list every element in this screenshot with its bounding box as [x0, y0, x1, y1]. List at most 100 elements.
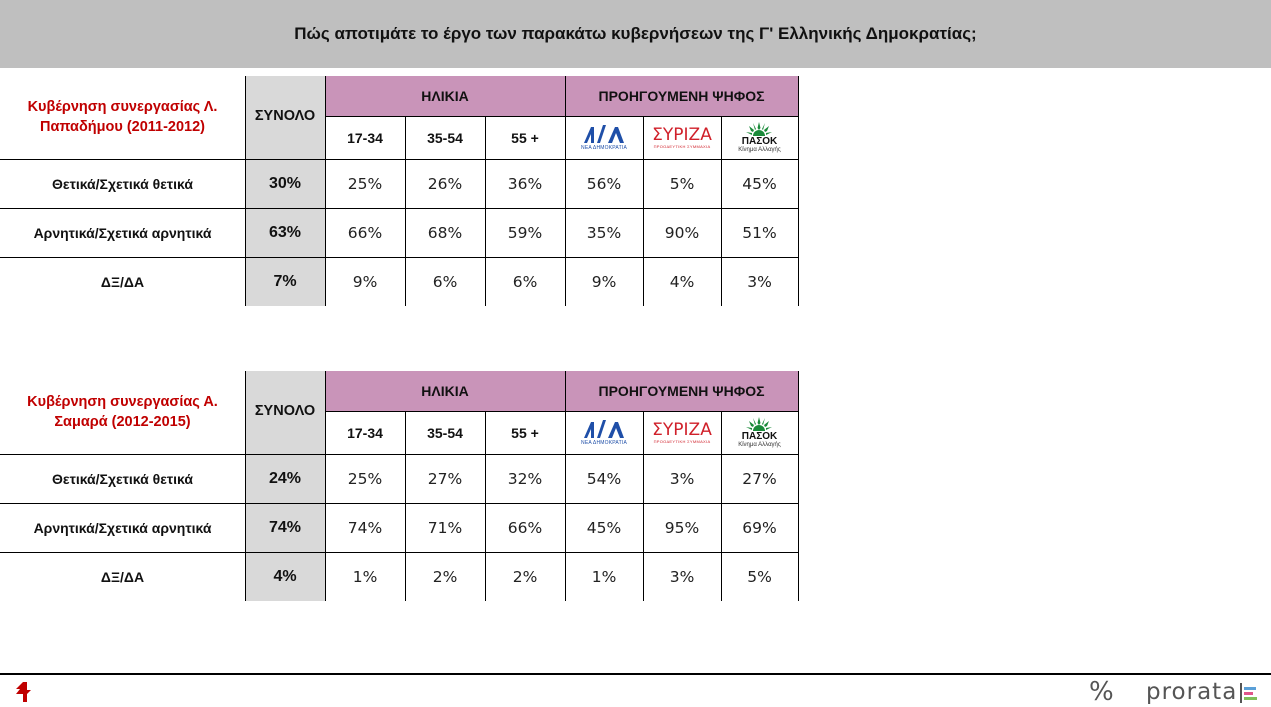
nd-logo-icon: ΝΕΑ ΔΗΜΟΚΡΑΤΙΑ — [581, 124, 627, 151]
age-value: 71% — [427, 518, 463, 537]
grid-line — [721, 116, 722, 306]
grid-line — [0, 552, 798, 553]
grid-line — [565, 371, 566, 601]
party-column-header: ΠΑΣΟΚ Κίνημα Αλλαγής — [721, 116, 798, 159]
row-label: ΔΞ/ΔΑ — [100, 568, 145, 585]
results-table: Κυβέρνηση συνεργασίας Λ. Παπαδήμου (2011… — [0, 76, 800, 306]
grid-line — [798, 76, 799, 306]
age-value: 26% — [427, 174, 463, 193]
age-value: 25% — [347, 469, 383, 488]
pasok-logo-text: ΠΑΣΟΚ — [741, 135, 778, 147]
grid-line — [643, 411, 644, 601]
party-value: 54% — [586, 469, 622, 488]
grid-line — [0, 208, 798, 209]
age-value: 66% — [507, 518, 543, 537]
party-value: 1% — [591, 567, 617, 586]
age-value: 2% — [432, 567, 458, 586]
grid-line — [405, 411, 406, 601]
grid-line — [325, 411, 798, 412]
pasok-logo-caption: Κίνημα Αλλαγής — [738, 441, 781, 448]
grid-line — [405, 116, 406, 306]
grid-line — [245, 76, 246, 306]
nd-logo-caption: ΝΕΑ ΔΗΜΟΚΡΑΤΙΑ — [581, 145, 627, 151]
age-value: 6% — [512, 272, 538, 291]
party-column-header: ΣΥΡΙΖΑ ΠΡΟΟΔΕΥΤΙΚΗ ΣΥΜΜΑΧΙΑ — [643, 411, 721, 454]
age-value: 6% — [432, 272, 458, 291]
percent-icon: % — [1089, 677, 1114, 707]
age-group-header: ΗΛΙΚΙΑ — [325, 76, 565, 116]
total-value: 74% — [245, 503, 325, 552]
grid-line — [0, 159, 798, 160]
age-column-header: 55 + — [511, 129, 539, 146]
row-label: Αρνητικά/Σχετικά αρνητικά — [33, 224, 212, 241]
grid-line — [485, 116, 486, 306]
age-column-header: 35-54 — [427, 424, 463, 441]
government-title: Κυβέρνηση συνεργασίας Α. Σαμαρά (2012-20… — [27, 394, 218, 430]
grid-line — [485, 411, 486, 601]
age-value: 68% — [427, 223, 463, 242]
total-value: 30% — [245, 159, 325, 208]
results-table: Κυβέρνηση συνεργασίας Α. Σαμαρά (2012-20… — [0, 371, 800, 601]
age-value: 2% — [512, 567, 538, 586]
age-group-header: ΗΛΙΚΙΑ — [325, 371, 565, 411]
age-value: 66% — [347, 223, 383, 242]
party-value: 3% — [747, 272, 772, 291]
header-bar: Πώς αποτιμάτε το έργο των παρακάτω κυβερ… — [0, 0, 1271, 68]
party-value: 51% — [742, 223, 777, 242]
age-value: 9% — [352, 272, 378, 291]
nd-logo-caption: ΝΕΑ ΔΗΜΟΚΡΑΤΙΑ — [581, 440, 627, 446]
pasok-logo-text: ΠΑΣΟΚ — [741, 430, 778, 442]
grid-line — [325, 76, 326, 306]
grid-line — [0, 503, 798, 504]
footer-divider — [0, 673, 1271, 675]
party-column-header: ΣΥΡΙΖΑ ΠΡΟΟΔΕΥΤΙΚΗ ΣΥΜΜΑΧΙΑ — [643, 116, 721, 159]
grid-line — [325, 116, 798, 117]
grid-line — [643, 116, 644, 306]
party-value: 3% — [669, 469, 695, 488]
row-label: Αρνητικά/Σχετικά αρνητικά — [33, 519, 212, 536]
age-value: 25% — [347, 174, 383, 193]
age-value: 59% — [507, 223, 543, 242]
grid-line — [325, 371, 326, 601]
total-column-header: ΣΥΝΟΛΟ — [245, 371, 325, 454]
syriza-logo-caption: ΠΡΟΟΔΕΥΤΙΚΗ ΣΥΜΜΑΧΙΑ — [653, 439, 711, 444]
age-column-header: 17-34 — [347, 424, 383, 441]
party-value: 3% — [669, 567, 695, 586]
page-title: Πώς αποτιμάτε το έργο των παρακάτω κυβερ… — [294, 24, 977, 43]
party-value: 45% — [586, 518, 622, 537]
previous-vote-group-header: ΠΡΟΗΓΟΥΜΕΝΗ ΨΗΦΟΣ — [565, 371, 798, 411]
party-value: 45% — [742, 174, 777, 193]
party-value: 9% — [591, 272, 617, 291]
age-column-header: 17-34 — [347, 129, 383, 146]
grid-line — [721, 411, 722, 601]
syriza-logo-text: ΣΥΡΙΖΑ — [652, 420, 712, 440]
party-value: 56% — [586, 174, 622, 193]
party-value: 27% — [742, 469, 777, 488]
row-label: Θετικά/Σχετικά θετικά — [52, 175, 193, 192]
age-value: 1% — [352, 567, 378, 586]
party-value: 5% — [747, 567, 772, 586]
grid-line — [565, 76, 566, 306]
grid-line — [0, 454, 798, 455]
age-value: 27% — [427, 469, 463, 488]
total-value: 63% — [245, 208, 325, 257]
age-column-header: 55 + — [511, 424, 539, 441]
party-column-header: ΝΕΑ ΔΗΜΟΚΡΑΤΙΑ — [565, 116, 643, 159]
syriza-logo-icon: ΣΥΡΙΖΑ ΠΡΟΟΔΕΥΤΙΚΗ ΣΥΜΜΑΧΙΑ — [652, 421, 712, 444]
row-label: Θετικά/Σχετικά θετικά — [52, 470, 193, 487]
pasok-logo-caption: Κίνημα Αλλαγής — [738, 146, 781, 153]
syriza-logo-icon: ΣΥΡΙΖΑ ΠΡΟΟΔΕΥΤΙΚΗ ΣΥΜΜΑΧΙΑ — [652, 126, 712, 149]
institute-logo-icon — [14, 680, 74, 704]
syriza-logo-text: ΣΥΡΙΖΑ — [652, 125, 712, 145]
age-value: 36% — [507, 174, 543, 193]
total-value: 4% — [245, 552, 325, 601]
total-column-header: ΣΥΝΟΛΟ — [245, 76, 325, 159]
grid-line — [245, 371, 246, 601]
party-value: 90% — [664, 223, 700, 242]
total-value: 7% — [245, 257, 325, 306]
age-value: 32% — [507, 469, 543, 488]
age-column-header: 35-54 — [427, 129, 463, 146]
government-title: Κυβέρνηση συνεργασίας Λ. Παπαδήμου (2011… — [27, 99, 218, 135]
party-value: 5% — [669, 174, 695, 193]
total-value: 24% — [245, 454, 325, 503]
